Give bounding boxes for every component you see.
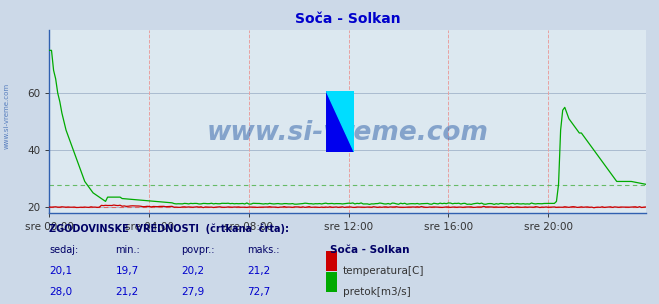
- Text: 21,2: 21,2: [247, 266, 270, 276]
- Text: www.si-vreme.com: www.si-vreme.com: [3, 82, 10, 149]
- Text: maks.:: maks.:: [247, 245, 279, 255]
- Text: 28,0: 28,0: [49, 287, 72, 297]
- Text: ZGODOVINSKE  VREDNOSTI  (črtkana  črta):: ZGODOVINSKE VREDNOSTI (črtkana črta):: [49, 223, 289, 234]
- Text: 19,7: 19,7: [115, 266, 138, 276]
- Title: Soča - Solkan: Soča - Solkan: [295, 12, 401, 26]
- Text: Soča - Solkan: Soča - Solkan: [330, 245, 409, 255]
- Polygon shape: [326, 91, 354, 152]
- Text: 27,9: 27,9: [181, 287, 204, 297]
- Text: 72,7: 72,7: [247, 287, 270, 297]
- Text: min.:: min.:: [115, 245, 140, 255]
- Text: 20,1: 20,1: [49, 266, 72, 276]
- Text: sedaj:: sedaj:: [49, 245, 78, 255]
- Text: 20,2: 20,2: [181, 266, 204, 276]
- Text: pretok[m3/s]: pretok[m3/s]: [343, 287, 411, 297]
- Text: www.si-vreme.com: www.si-vreme.com: [207, 119, 488, 146]
- Text: temperatura[C]: temperatura[C]: [343, 266, 424, 276]
- Text: povpr.:: povpr.:: [181, 245, 215, 255]
- Text: 21,2: 21,2: [115, 287, 138, 297]
- Polygon shape: [326, 91, 354, 152]
